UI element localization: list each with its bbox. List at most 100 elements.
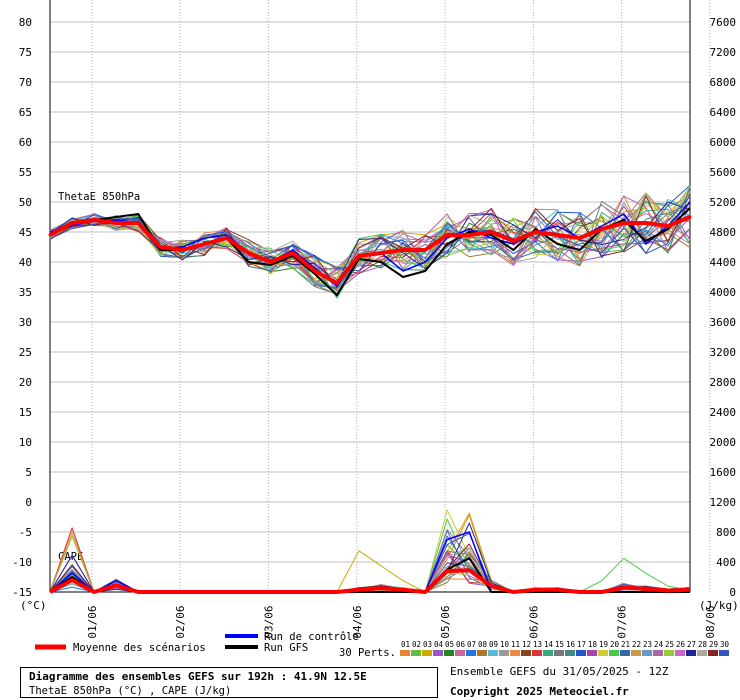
left-axis-unit: (°C) xyxy=(20,599,47,612)
mean-thetae-point xyxy=(379,251,383,255)
mean-thetae-point xyxy=(357,254,361,258)
y-left-tick-label: 10 xyxy=(19,436,32,449)
y-right-tick-label: 4400 xyxy=(710,256,737,269)
legend-mean-label: Moyenne des scénarios xyxy=(73,642,206,654)
y-left-tick-label: 70 xyxy=(19,76,32,89)
y-right-tick-label: 400 xyxy=(716,556,736,569)
member-legend-label: 21 xyxy=(621,640,630,649)
y-left-tick-label: -5 xyxy=(19,526,32,539)
y-left-tick-label: 45 xyxy=(19,226,32,239)
plot-area xyxy=(50,0,690,592)
y-left-tick-label: 75 xyxy=(19,46,32,59)
y-left-tick-label: 30 xyxy=(19,316,32,329)
member-legend-swatch xyxy=(642,650,652,656)
y-right-tick-label: 0 xyxy=(729,586,736,599)
member-legend-label: 15 xyxy=(555,640,564,649)
member-legend-label: 08 xyxy=(478,640,488,649)
member-legend-swatch xyxy=(488,650,498,656)
member-legend-swatch xyxy=(521,650,531,656)
member-legend-label: 03 xyxy=(423,640,432,649)
member-legend-swatch xyxy=(664,650,674,656)
copyright: Copyright 2025 Meteociel.fr xyxy=(450,685,629,698)
mean-thetae-point xyxy=(445,233,449,237)
member-legend-swatch xyxy=(708,650,718,656)
x-tick-label: 01/06 xyxy=(86,605,99,638)
y-right-tick-label: 5600 xyxy=(710,166,737,179)
legend-control-label: Run de contrôle xyxy=(264,631,359,643)
member-legend-label: 24 xyxy=(654,640,664,649)
member-legend-swatch xyxy=(620,650,630,656)
member-legend-label: 28 xyxy=(698,640,708,649)
member-legend-swatch xyxy=(455,650,465,656)
chart-title: Diagramme des ensembles GEFS sur 192h : … xyxy=(29,670,367,683)
mean-thetae-point xyxy=(313,269,317,273)
x-tick-label: 05/06 xyxy=(439,605,452,638)
member-legend-label: 12 xyxy=(522,640,531,649)
member-legend-label: 20 xyxy=(610,640,620,649)
member-legend-swatch xyxy=(653,650,663,656)
member-legend-swatch xyxy=(675,650,685,656)
mean-thetae-point xyxy=(92,218,96,222)
member-legend-swatch xyxy=(400,650,410,656)
member-legend-swatch xyxy=(565,650,575,656)
mean-thetae-point xyxy=(48,233,52,237)
member-legend-label: 22 xyxy=(632,640,641,649)
y-right-tick-label: 1200 xyxy=(710,496,737,509)
y-right-tick-label: 6800 xyxy=(710,76,737,89)
y-right-tick-label: 6400 xyxy=(710,106,737,119)
y-right-tick-label: 6000 xyxy=(710,136,737,149)
y-left-tick-label: 65 xyxy=(19,106,32,119)
y-right-tick-label: 2400 xyxy=(710,406,737,419)
right-axis-unit: (J/kg) xyxy=(699,599,739,612)
member-legend-label: 30 xyxy=(720,640,730,649)
member-legend-label: 25 xyxy=(665,640,674,649)
y-left-tick-label: -10 xyxy=(12,556,32,569)
member-legend-swatch xyxy=(532,650,542,656)
member-legend-label: 05 xyxy=(445,640,454,649)
member-legend-swatch xyxy=(466,650,476,656)
x-tick-label: 03/06 xyxy=(262,605,275,638)
mean-thetae-point xyxy=(622,221,626,225)
member-legend-swatch xyxy=(411,650,421,656)
thetae-panel-label: ThetaE 850hPa xyxy=(58,191,140,203)
y-left-tick-label: 5 xyxy=(25,466,32,479)
y-left-tick-label: 0 xyxy=(25,496,32,509)
mean-thetae-point xyxy=(70,221,74,225)
mean-thetae-point xyxy=(644,221,648,225)
y-left-tick-label: 80 xyxy=(19,16,32,29)
mean-thetae-point xyxy=(489,230,493,234)
mean-thetae-point xyxy=(335,281,339,285)
y-left-tick-label: 55 xyxy=(19,166,32,179)
y-right-tick-label: 800 xyxy=(716,526,736,539)
mean-thetae-point xyxy=(511,239,515,243)
chart-subtitle: ThetaE 850hPa (°C) , CAPE (J/kg) xyxy=(29,685,232,697)
member-thetae-line xyxy=(49,190,691,275)
member-legend-swatch xyxy=(543,650,553,656)
member-legend-label: 19 xyxy=(599,640,608,649)
member-legend-swatch xyxy=(719,650,729,656)
member-legend-label: 18 xyxy=(588,640,598,649)
y-right-tick-label: 2800 xyxy=(710,376,737,389)
x-tick-label: 06/06 xyxy=(527,605,540,638)
mean-thetae-point xyxy=(578,236,582,240)
y-right-tick-label: 5200 xyxy=(710,196,737,209)
mean-cape-line xyxy=(49,568,691,594)
member-legend-swatch xyxy=(576,650,586,656)
member-legend-label: 26 xyxy=(676,640,686,649)
mean-thetae-point xyxy=(688,215,692,219)
mean-thetae-point xyxy=(291,251,295,255)
mean-thetae-point xyxy=(556,233,560,237)
member-legend-label: 23 xyxy=(643,640,652,649)
mean-thetae-point xyxy=(423,248,427,252)
x-tick-label: 07/06 xyxy=(616,605,629,638)
mean-thetae-point xyxy=(225,236,229,240)
mean-thetae-point xyxy=(158,245,162,249)
member-legend-swatch xyxy=(477,650,487,656)
y-left-tick-label: 20 xyxy=(19,376,32,389)
member-legend-label: 10 xyxy=(500,640,510,649)
chart-title-box: Diagramme des ensembles GEFS sur 192h : … xyxy=(20,667,438,698)
member-legend-swatch xyxy=(554,650,564,656)
member-legend-label: 16 xyxy=(566,640,576,649)
mean-thetae-point xyxy=(401,248,405,252)
member-legend-label: 09 xyxy=(489,640,498,649)
